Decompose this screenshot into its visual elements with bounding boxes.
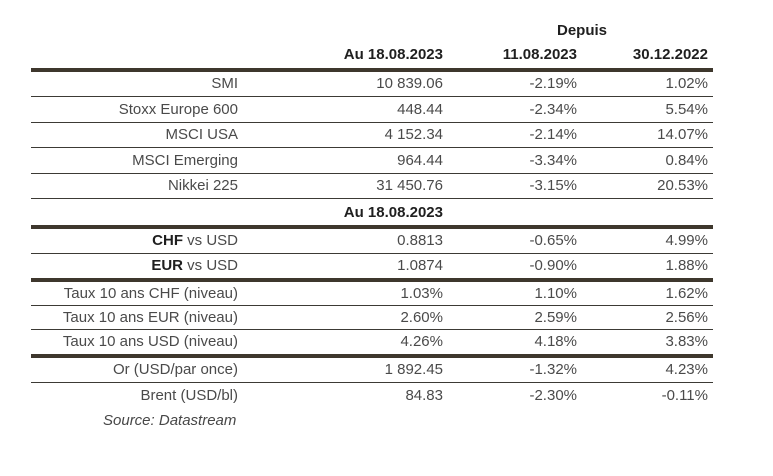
row-change-since-year: 4.23% [665, 361, 708, 379]
column-header-since-week: 11.08.2023 [502, 45, 577, 63]
table-row: Brent (USD/bl) 84.83 -2.30% -0.11% [31, 383, 713, 408]
row-label: Nikkei 225 [167, 177, 238, 195]
row-change-since-week: -1.32% [529, 361, 577, 379]
table-row: SMI 10 839.06 -2.19% 1.02% [31, 72, 713, 97]
table-row: Stoxx Europe 600 448.44 -2.34% 5.54% [31, 97, 713, 123]
row-value-current: 0.8813 [397, 232, 443, 250]
row-label-rest: vs USD [182, 257, 238, 275]
table-row: Or (USD/par once) 1 892.45 -1.32% 4.23% [31, 358, 713, 383]
row-label: MSCI Emerging [132, 151, 238, 169]
row-label: CHF vs USD [31, 232, 246, 249]
column-header-since-year: 30.12.2022 [632, 45, 708, 63]
table-row: MSCI Emerging 964.44 -3.34% 0.84% [31, 148, 713, 174]
currency-code: EUR [151, 257, 183, 275]
row-change-since-year: 2.56% [665, 309, 708, 326]
row-label: Taux 10 ans EUR (niveau) [62, 309, 238, 326]
row-change-since-year: 14.07% [657, 126, 708, 144]
row-change-since-year: -0.11% [661, 387, 708, 404]
row-change-since-year: 20.53% [657, 177, 708, 195]
row-label: Stoxx Europe 600 [118, 100, 238, 118]
row-change-since-week: -3.34% [529, 151, 577, 169]
row-change-since-week: 4.18% [534, 333, 577, 351]
row-value-current: 1.03% [400, 285, 443, 302]
row-label: SMI [211, 75, 238, 93]
row-value-current: 4.26% [400, 333, 443, 351]
row-change-since-week: 1.10% [534, 285, 577, 302]
row-change-since-week: -0.65% [529, 232, 577, 250]
row-change-since-week: -2.19% [529, 75, 577, 93]
table-row: MSCI USA 4 152.34 -2.14% 14.07% [31, 123, 713, 148]
row-change-since-year: 3.83% [665, 333, 708, 351]
table-header-row: Au 18.08.2023 11.08.2023 30.12.2022 [31, 41, 713, 72]
row-value-current: 2.60% [400, 309, 443, 326]
row-label: EUR vs USD [31, 257, 246, 274]
row-change-since-year: 4.99% [665, 232, 708, 250]
table-row: Taux 10 ans EUR (niveau) 2.60% 2.59% 2.5… [31, 306, 713, 330]
row-value-current: 10 839.06 [376, 75, 443, 93]
row-label-rest: vs USD [182, 232, 238, 250]
row-change-since-year: 0.84% [665, 151, 708, 169]
row-value-current: 4 152.34 [384, 126, 443, 144]
row-label: MSCI USA [165, 126, 238, 144]
row-value-current: 31 450.76 [376, 177, 443, 195]
row-change-since-week: -3.15% [529, 177, 577, 195]
table-section-row: Au 18.08.2023 [31, 199, 713, 229]
market-table: Depuis Au 18.08.2023 11.08.2023 30.12.20… [31, 20, 713, 408]
row-change-since-year: 1.02% [665, 75, 708, 93]
currency-code: CHF [152, 232, 183, 250]
row-value-current: 84.83 [405, 387, 443, 404]
table-row: CHF vs USD 0.8813 -0.65% 4.99% [31, 229, 713, 254]
row-change-since-week: 2.59% [534, 309, 577, 326]
row-value-current: 1 892.45 [384, 361, 443, 379]
row-value-current: 1.0874 [397, 257, 443, 275]
table-superheader-row: Depuis [31, 20, 713, 41]
row-label: Taux 10 ans CHF (niveau) [63, 285, 238, 302]
row-change-since-week: -0.90% [529, 257, 577, 275]
row-change-since-week: -2.14% [529, 126, 577, 144]
row-change-since-week: -2.30% [529, 387, 577, 404]
row-value-current: 964.44 [397, 151, 443, 169]
row-label: Taux 10 ans USD (niveau) [62, 333, 238, 351]
row-label: Or (USD/par once) [112, 361, 238, 379]
table-row: Nikkei 225 31 450.76 -3.15% 20.53% [31, 174, 713, 199]
source-note: Source: Datastream [103, 412, 237, 429]
table-row: Taux 10 ans USD (niveau) 4.26% 4.18% 3.8… [31, 330, 713, 358]
depuis-label: Depuis [556, 22, 607, 39]
row-change-since-week: -2.34% [529, 100, 577, 118]
row-change-since-year: 1.62% [665, 285, 708, 302]
table-row: Taux 10 ans CHF (niveau) 1.03% 1.10% 1.6… [31, 282, 713, 306]
table-row: EUR vs USD 1.0874 -0.90% 1.88% [31, 254, 713, 282]
row-label: Brent (USD/bl) [140, 387, 238, 404]
row-value-current: 448.44 [397, 100, 443, 118]
column-header-current: Au 18.08.2023 [343, 45, 443, 63]
section-header-date: Au 18.08.2023 [343, 203, 443, 221]
row-change-since-year: 5.54% [665, 100, 708, 118]
row-change-since-year: 1.88% [665, 257, 708, 275]
